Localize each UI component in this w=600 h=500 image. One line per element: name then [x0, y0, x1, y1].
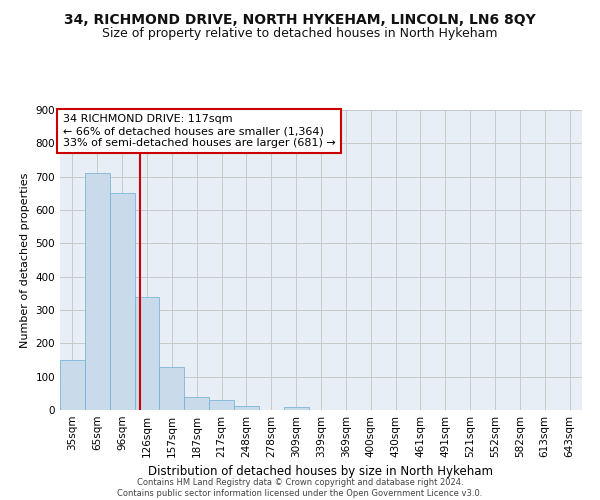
Bar	[85, 174, 110, 410]
Text: 34, RICHMOND DRIVE, NORTH HYKEHAM, LINCOLN, LN6 8QY: 34, RICHMOND DRIVE, NORTH HYKEHAM, LINCO…	[64, 12, 536, 26]
Bar	[160, 366, 184, 410]
Bar	[284, 406, 308, 410]
Bar	[110, 194, 134, 410]
Y-axis label: Number of detached properties: Number of detached properties	[20, 172, 30, 348]
Text: Contains HM Land Registry data © Crown copyright and database right 2024.
Contai: Contains HM Land Registry data © Crown c…	[118, 478, 482, 498]
Bar	[234, 406, 259, 410]
Text: Size of property relative to detached houses in North Hykeham: Size of property relative to detached ho…	[102, 28, 498, 40]
Bar	[60, 360, 85, 410]
Bar	[134, 296, 160, 410]
X-axis label: Distribution of detached houses by size in North Hykeham: Distribution of detached houses by size …	[149, 466, 493, 478]
Bar	[184, 396, 209, 410]
Text: 34 RICHMOND DRIVE: 117sqm
← 66% of detached houses are smaller (1,364)
33% of se: 34 RICHMOND DRIVE: 117sqm ← 66% of detac…	[62, 114, 335, 148]
Bar	[209, 400, 234, 410]
